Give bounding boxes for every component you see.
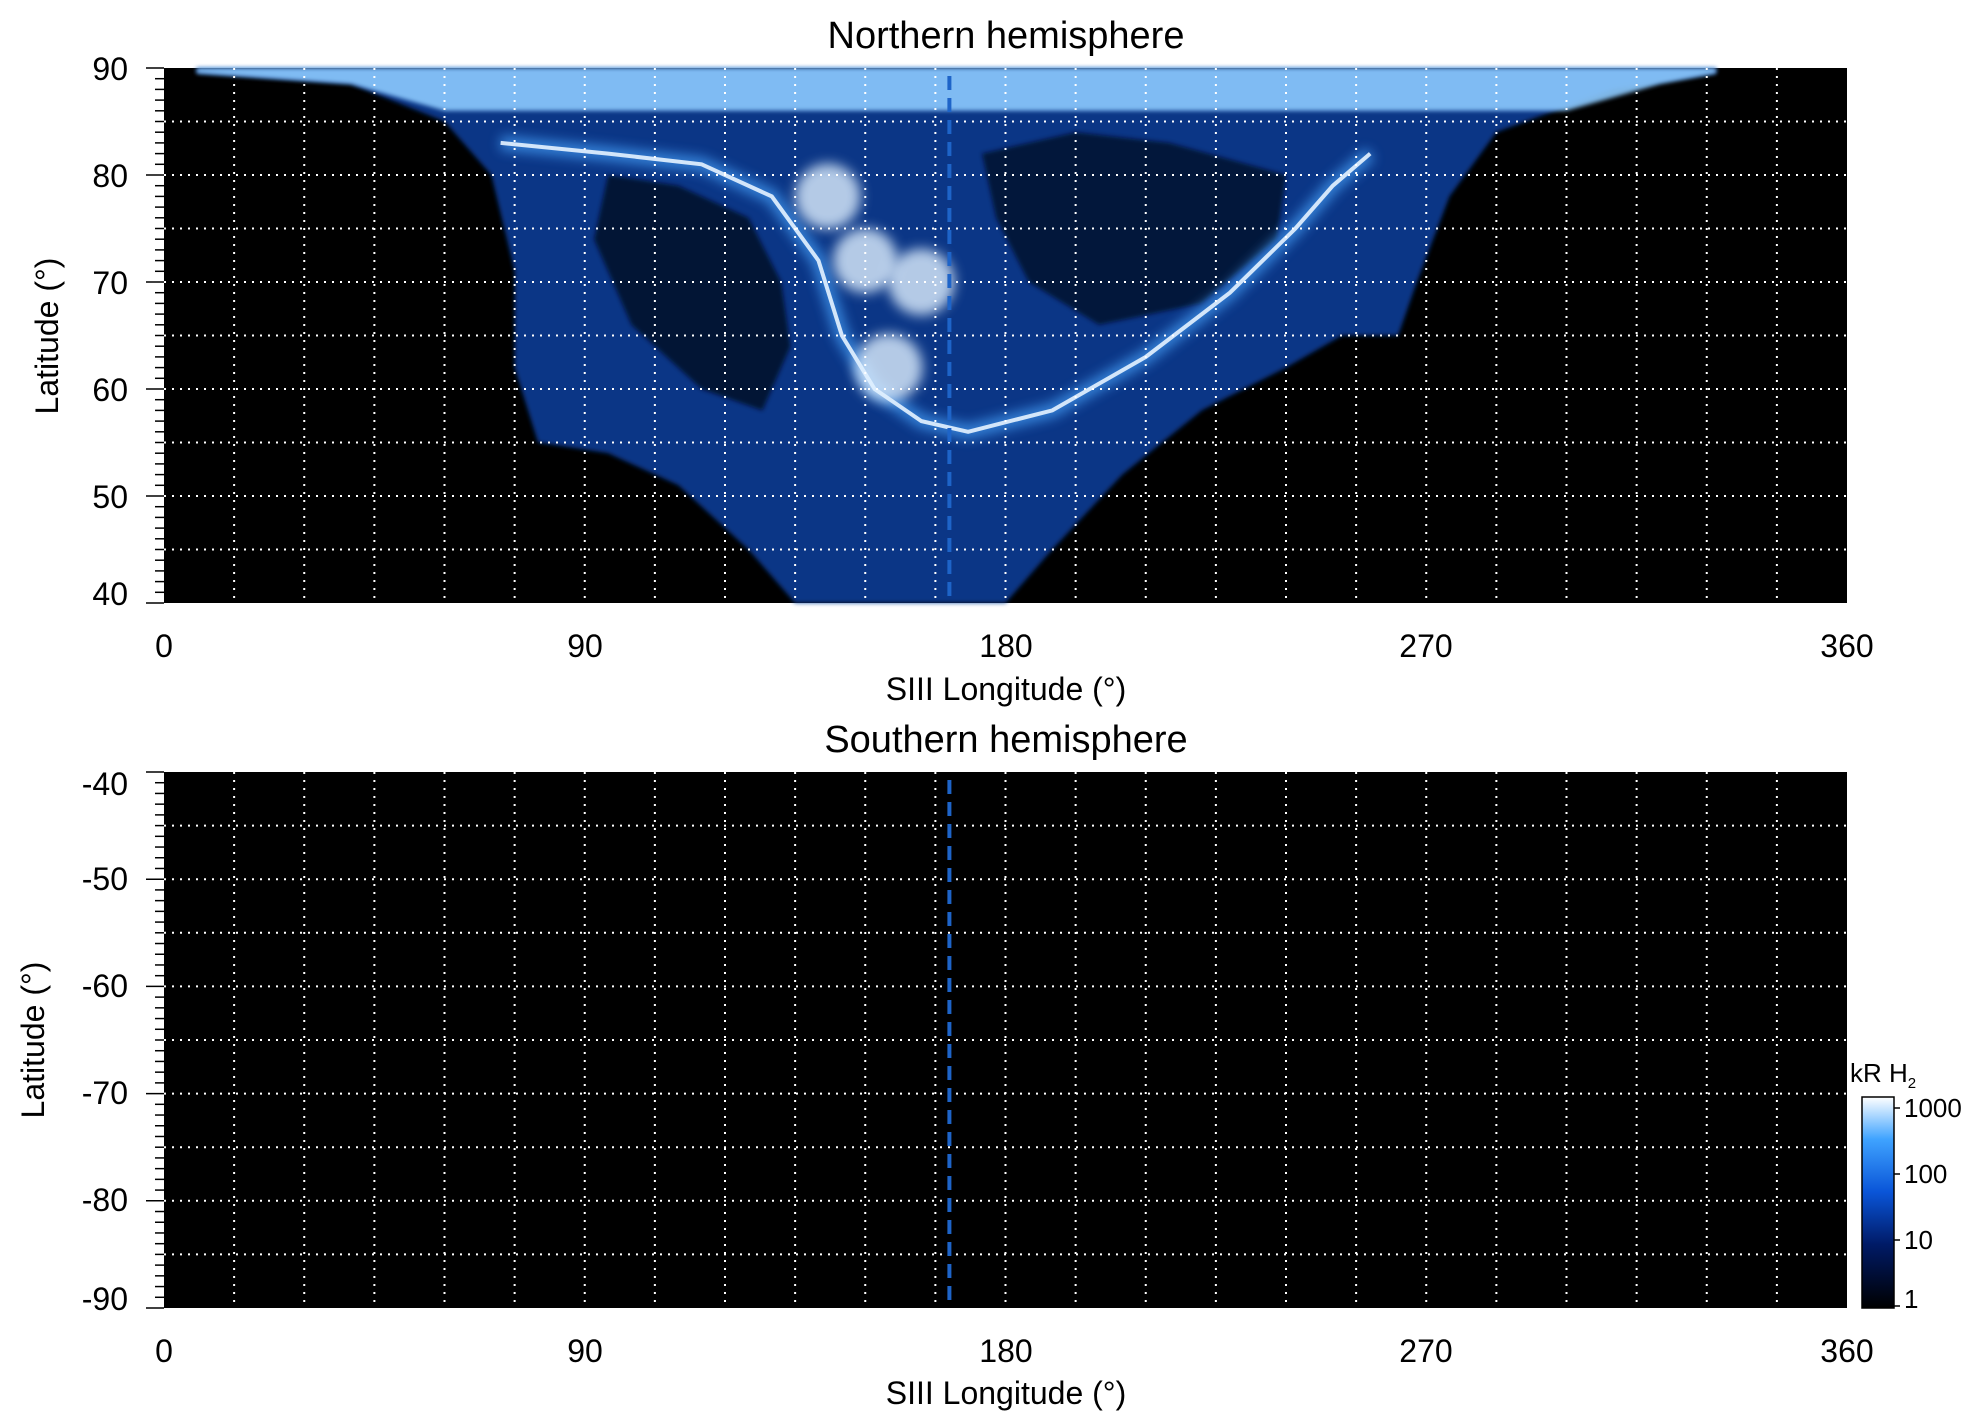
north-y-tick-labels: 90 80 70 60 50 40 [92,51,128,612]
x-tick-label: 180 [979,1333,1032,1369]
x-tick-label: 270 [1399,1333,1452,1369]
south-grid [164,772,1847,1308]
north-x-tick-labels: 0 90 180 270 360 [155,628,1874,664]
y-tick-label: 70 [92,265,128,301]
x-tick-label: 360 [1820,1333,1873,1369]
colorbar: kR H2 1000 100 10 1 [1850,1058,1962,1314]
north-x-axis-label: SIII Longitude (°) [886,671,1126,707]
x-tick-label: 90 [567,1333,603,1369]
south-y-minor-ticks [146,771,164,1309]
south-x-axis-label: SIII Longitude (°) [886,1375,1126,1411]
x-tick-label: 270 [1399,628,1452,664]
north-y-axis-label: Latitude (°) [29,258,65,415]
south-panel: Southern hemisphere -40 -50 -60 -70 -80 … [15,719,1874,1411]
colorbar-tick-label: 100 [1904,1159,1947,1189]
north-panel: Northern hemisphere 90 80 70 60 50 40 0 … [29,15,1874,707]
y-tick-label: -70 [82,1075,128,1111]
colorbar-tick-label: 10 [1904,1225,1933,1255]
colorbar-label-main: kR H [1850,1058,1908,1088]
north-title: Northern hemisphere [828,15,1185,57]
north-grid [164,68,1847,603]
y-tick-label: -90 [82,1281,128,1317]
dark-polar-region [982,132,1286,325]
colorbar-label: kR H2 [1850,1058,1916,1092]
bright-spot [854,333,923,402]
y-tick-label: 40 [92,576,128,612]
y-tick-label: 50 [92,479,128,515]
south-title: Southern hemisphere [824,719,1187,761]
colorbar-gradient [1861,1096,1895,1309]
x-tick-label: 360 [1820,628,1873,664]
x-tick-label: 180 [979,628,1032,664]
south-y-tick-labels: -40 -50 -60 -70 -80 -90 [82,766,128,1317]
colorbar-label-subscript: 2 [1908,1075,1916,1092]
x-tick-label: 0 [155,1333,173,1369]
y-tick-label: 60 [92,372,128,408]
colorbar-tick-label: 1000 [1904,1093,1962,1123]
bright-spot [888,248,955,316]
y-tick-label: -80 [82,1182,128,1218]
south-y-axis-label: Latitude (°) [15,962,51,1119]
polar-bright-band [196,68,1717,111]
bright-spot [795,163,861,230]
dark-polar-region [594,175,791,411]
y-tick-label: 90 [92,51,128,87]
colorbar-ticks [1894,1107,1900,1307]
x-tick-label: 0 [155,628,173,664]
y-tick-label: -40 [82,766,128,802]
y-tick-label: 80 [92,158,128,194]
x-tick-label: 90 [567,628,603,664]
colorbar-tick-label: 1 [1904,1284,1918,1314]
south-x-tick-labels: 0 90 180 270 360 [155,1333,1874,1369]
north-y-minor-ticks [146,67,164,604]
y-tick-label: -60 [82,968,128,1004]
y-tick-label: -50 [82,861,128,897]
